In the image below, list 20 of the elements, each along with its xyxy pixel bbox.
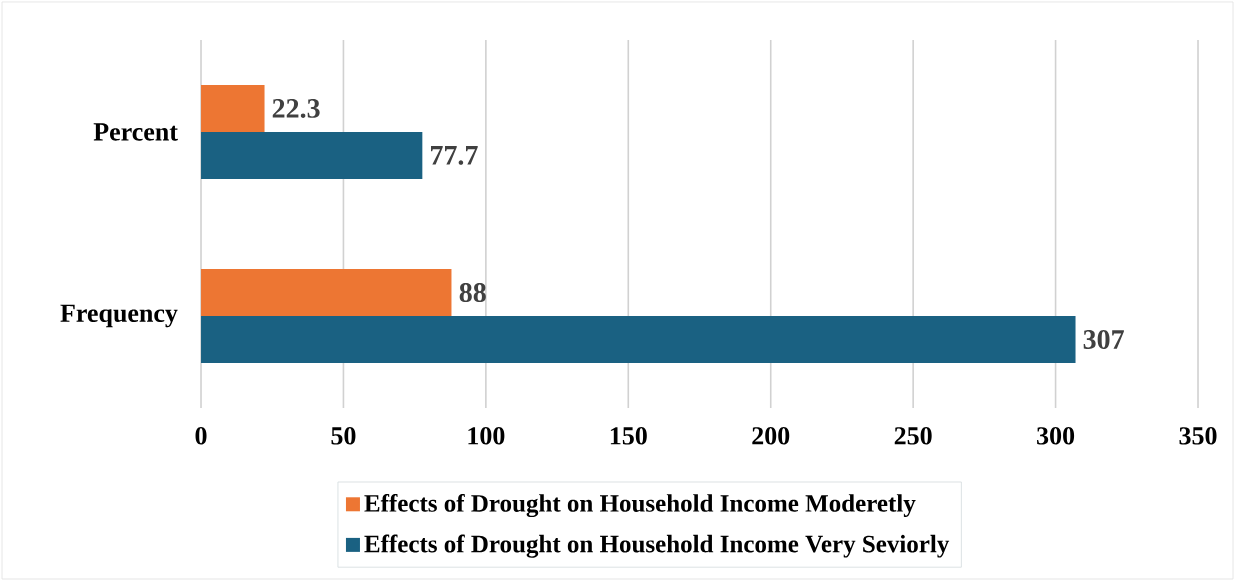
x-tick-label: 200 <box>752 427 790 445</box>
x-tick-label: 100 <box>468 427 505 445</box>
x-tick-label: 250 <box>894 427 932 445</box>
data-label: 307 <box>1083 330 1124 349</box>
x-tick-label: 350 <box>1179 427 1217 445</box>
bar <box>201 315 1076 363</box>
x-tick-label: 50 <box>331 427 356 445</box>
x-tick-label: 150 <box>610 427 647 445</box>
legend-label: Effects of Drought on Household Income Very Seviorly <box>364 534 950 558</box>
bar <box>201 131 423 179</box>
x-tick-label: 0 <box>195 427 207 445</box>
data-label: 88 <box>459 283 486 302</box>
y-tick-label: Frequency <box>60 304 178 328</box>
legend-label: Effects of Drought on Household Income Moderetly <box>364 494 916 518</box>
data-label: 22.3 <box>272 99 320 118</box>
bar <box>201 84 265 132</box>
data-label: 77.7 <box>431 146 478 165</box>
bar <box>201 268 452 316</box>
y-tick-label: Percent <box>93 123 178 141</box>
x-tick-label: 300 <box>1037 427 1075 445</box>
